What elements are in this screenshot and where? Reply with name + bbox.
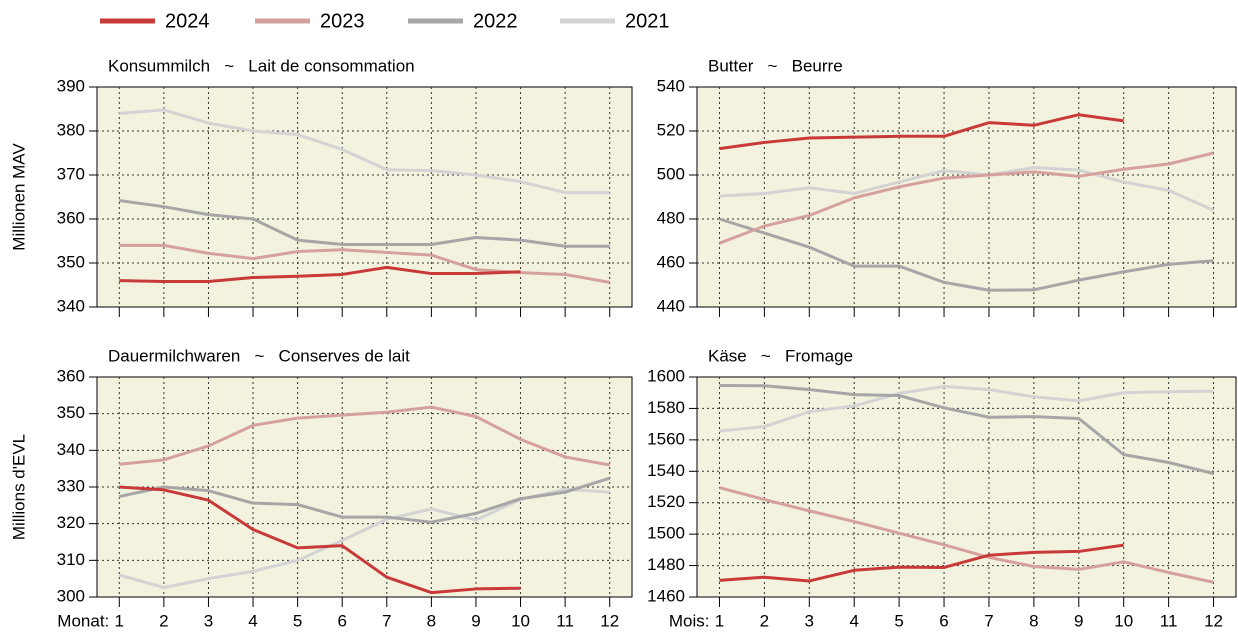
x-tick-label: 12	[600, 611, 619, 630]
legend-label: 2022	[473, 10, 518, 32]
series-line	[119, 405, 610, 467]
x-tick-label: 10	[511, 611, 530, 630]
y-tick-label: 520	[657, 120, 685, 139]
series-line	[718, 151, 1214, 245]
x-tick-label: 1	[715, 611, 724, 630]
series-line	[119, 243, 610, 284]
y-tick-label: 540	[657, 76, 685, 95]
y-tick-label: 1500	[647, 524, 685, 543]
x-tick-label: 9	[1074, 611, 1083, 630]
y-tick-label: 1540	[647, 461, 685, 480]
x-tick-label: 6	[939, 611, 948, 630]
y-tick-label: 1480	[647, 555, 685, 574]
y-tick-label: 380	[57, 120, 85, 139]
x-tick-label: 3	[204, 611, 213, 630]
series-line	[719, 383, 1214, 475]
x-tick-label: 9	[471, 611, 480, 630]
y-tick-label: 1460	[647, 586, 685, 605]
panel-title: Konsummilch ~ Lait de consommation	[108, 56, 415, 75]
x-tick-label: 6	[337, 611, 346, 630]
x-tick-label: 11	[1160, 611, 1178, 630]
y-tick-label: 340	[57, 440, 85, 459]
x-tick-label: 10	[1114, 611, 1133, 630]
x-tick-label: 11	[556, 611, 574, 630]
y-tick-label: 340	[57, 296, 85, 315]
legend-label: 2024	[165, 10, 210, 32]
x-axis-label: Mois:	[669, 611, 710, 630]
panel-title: Käse ~ Fromage	[708, 346, 853, 365]
y-tick-label: 310	[57, 550, 85, 569]
x-tick-label: 8	[1029, 611, 1038, 630]
x-tick-label: 7	[984, 611, 993, 630]
x-tick-label: 7	[382, 611, 391, 630]
series-line	[719, 217, 1214, 292]
y-tick-label: 480	[657, 208, 685, 227]
series-line	[119, 108, 610, 195]
x-axis-label: Monat:	[57, 611, 109, 630]
legend-label: 2021	[625, 10, 670, 32]
y-tick-label: 300	[57, 586, 85, 605]
series-line	[719, 486, 1214, 584]
y-tick-label: 360	[57, 208, 85, 227]
y-tick-label: 350	[57, 403, 85, 422]
legend-label: 2023	[320, 10, 365, 32]
y-tick-label: 1600	[647, 366, 685, 385]
series-line	[719, 166, 1215, 212]
panel-title: Butter ~ Beurre	[708, 56, 843, 75]
series-line	[719, 384, 1214, 433]
series-line	[719, 543, 1124, 583]
x-tick-label: 3	[805, 611, 814, 630]
x-tick-label: 12	[1204, 611, 1223, 630]
y-tick-label: 360	[57, 366, 85, 385]
series-line	[719, 113, 1124, 151]
x-tick-label: 5	[293, 611, 302, 630]
x-tick-label: 4	[248, 611, 257, 630]
y-tick-label: 390	[57, 76, 85, 95]
panel-title: Dauermilchwaren ~ Conserves de lait	[108, 346, 410, 365]
x-tick-label: 2	[760, 611, 769, 630]
y-tick-label: 350	[57, 252, 85, 271]
x-tick-label: 2	[159, 611, 168, 630]
y-tick-label: 320	[57, 513, 85, 532]
x-tick-label: 5	[894, 611, 903, 630]
y-tick-label: 370	[57, 164, 85, 183]
plot-area	[696, 86, 1237, 308]
series-line	[119, 199, 610, 248]
series-line	[118, 476, 611, 524]
y-tick-label: 460	[657, 252, 685, 271]
series-line	[119, 485, 521, 595]
plot-area	[696, 376, 1237, 598]
y-tick-label: 500	[657, 164, 685, 183]
y-tick-label: 1580	[647, 398, 685, 417]
x-tick-label: 4	[849, 611, 858, 630]
y-tick-label: 330	[57, 476, 85, 495]
x-tick-label: 8	[427, 611, 436, 630]
y-tick-label: 1520	[647, 492, 685, 511]
series-line	[119, 265, 521, 283]
y-tick-label: 440	[657, 296, 685, 315]
x-tick-label: 1	[115, 611, 124, 630]
y-axis-label: Millions d'EVL	[9, 434, 28, 540]
y-axis-label: Millionen MAV	[9, 143, 28, 251]
y-tick-label: 1560	[647, 429, 685, 448]
